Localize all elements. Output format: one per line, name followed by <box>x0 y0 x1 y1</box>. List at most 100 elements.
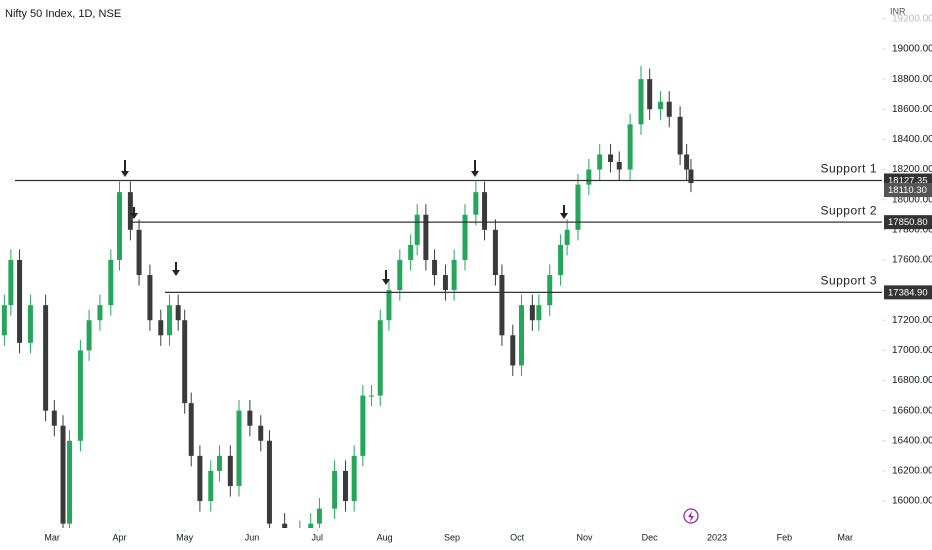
candle-body <box>86 320 92 351</box>
candle-body <box>575 184 581 230</box>
candle-body <box>188 403 194 456</box>
x-tick-label: Jun <box>245 532 260 542</box>
candle-body <box>247 410 253 426</box>
x-tick-label: Nov <box>576 532 593 542</box>
x-tick-label: Sep <box>444 532 460 542</box>
candle-body <box>608 154 614 162</box>
arrows <box>121 160 568 285</box>
candle-body <box>492 229 498 276</box>
candle-body <box>216 455 222 471</box>
candle-body <box>658 101 664 110</box>
candle-body <box>462 214 468 260</box>
candle-body <box>182 320 188 404</box>
candle-body <box>688 169 694 184</box>
y-tick-label: 17000.00 <box>892 345 932 356</box>
y-tick-label: 18200.00 <box>892 164 932 175</box>
candle-body <box>166 305 172 336</box>
y-tick-label: 16800.00 <box>892 375 932 386</box>
candle-body <box>564 229 570 245</box>
candle-body <box>60 425 66 524</box>
candle-body <box>43 305 49 411</box>
y-tick-label: 18800.00 <box>892 74 932 85</box>
candle-body <box>1 305 7 336</box>
candle-body <box>227 455 233 486</box>
y-tick-label: 18400.00 <box>892 134 932 145</box>
x-tick-label: May <box>176 532 194 542</box>
candle-body <box>408 244 414 260</box>
price-tag <box>884 215 932 230</box>
candle-body <box>473 192 479 215</box>
x-tick-label: 2023 <box>707 532 727 542</box>
x-tick-label: Jul <box>311 532 323 542</box>
arrow-head <box>560 213 568 219</box>
candle-body <box>414 214 420 245</box>
chart-title: Nifty 50 Index, 1D, NSE <box>5 8 121 20</box>
candle-body <box>127 192 133 230</box>
candle-body <box>451 259 457 291</box>
x-tick-label: Apr <box>112 532 126 542</box>
arrow-head <box>471 171 479 177</box>
currency-label: INR <box>890 6 906 16</box>
candle-body <box>77 350 83 441</box>
arrow-head <box>172 270 180 276</box>
x-tick-label: Mar <box>44 532 60 542</box>
candle-body <box>616 161 622 170</box>
candle-body <box>17 259 23 343</box>
candle-body <box>529 305 535 321</box>
candle-body <box>499 275 505 336</box>
plot-area <box>1 66 694 528</box>
candle-body <box>282 523 288 528</box>
y-tick-label: 19200.00 <box>892 13 932 24</box>
arrow-head <box>382 279 390 285</box>
candle-body <box>397 259 403 291</box>
candle-body <box>677 116 683 155</box>
candle-body <box>342 470 348 502</box>
y-tick-label: 17600.00 <box>892 255 932 266</box>
candle-body <box>51 410 57 426</box>
candle-body <box>586 169 592 185</box>
candle-body <box>482 192 488 230</box>
candle-body <box>423 214 429 260</box>
y-tick-label: 16400.00 <box>892 435 932 446</box>
candle-body <box>536 305 542 321</box>
candle-body <box>351 455 357 502</box>
y-tick-label: 18000.00 <box>892 194 932 205</box>
candle-body <box>108 259 114 306</box>
y-tick-label: 16000.00 <box>892 496 932 507</box>
y-tick-label: 16600.00 <box>892 405 932 416</box>
candle-body <box>67 440 73 524</box>
last-price-tag <box>884 183 932 198</box>
candle-body <box>666 101 672 117</box>
candle-body <box>360 395 366 456</box>
support-label: Support 3 <box>820 274 877 288</box>
arrow-head <box>130 213 138 219</box>
candle-body <box>266 440 272 524</box>
y-tick-label: 16200.00 <box>892 466 932 477</box>
y-tick-label: 17200.00 <box>892 315 932 326</box>
arrow-head <box>121 171 129 177</box>
price-tag <box>884 285 932 300</box>
candle-body <box>332 470 338 509</box>
candle-body <box>369 395 375 397</box>
candle-body <box>518 305 524 366</box>
candle-body <box>158 320 164 336</box>
x-tick-label: Mar <box>837 532 853 542</box>
candle-body <box>147 275 153 321</box>
support-label: Support 2 <box>820 203 877 217</box>
last-price-label: 18110.30 <box>888 185 927 196</box>
candle-body <box>558 244 564 276</box>
y-tick-label: 19000.00 <box>892 44 932 55</box>
candle-body <box>27 305 33 343</box>
candle-body <box>258 425 264 441</box>
bolt-circle[interactable] <box>683 508 699 524</box>
candle-body <box>117 192 123 260</box>
bolt-icon[interactable] <box>683 508 699 524</box>
candle-body <box>97 305 103 321</box>
price-tag-label: 18127.35 <box>888 175 928 186</box>
candle-body <box>442 275 448 291</box>
bolt[interactable] <box>688 511 694 522</box>
y-tick-label: 18600.00 <box>892 104 932 115</box>
candle-body <box>638 79 644 125</box>
candle-body <box>208 470 214 502</box>
